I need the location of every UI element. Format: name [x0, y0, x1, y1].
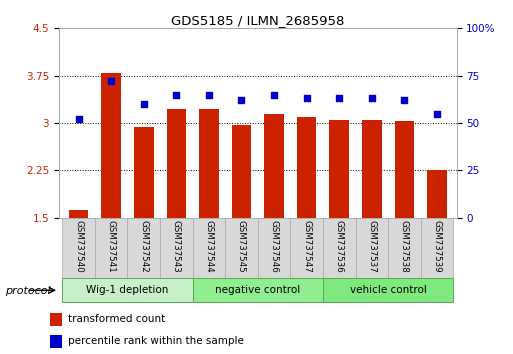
Bar	[225, 218, 258, 278]
Bar	[427, 170, 447, 218]
Bar	[50, 313, 62, 326]
Bar	[329, 120, 349, 218]
Bar	[62, 278, 192, 302]
Point	[172, 92, 181, 97]
Bar	[192, 278, 323, 302]
Title: GDS5185 / ILMN_2685958: GDS5185 / ILMN_2685958	[171, 14, 344, 27]
Point	[303, 96, 311, 101]
Text: GSM737546: GSM737546	[269, 220, 279, 273]
Bar	[356, 218, 388, 278]
Point	[140, 101, 148, 107]
Text: GSM737544: GSM737544	[204, 220, 213, 273]
Point	[368, 96, 376, 101]
Bar	[297, 117, 317, 218]
Bar	[50, 335, 62, 348]
Text: GSM737536: GSM737536	[335, 220, 344, 273]
Bar	[199, 109, 219, 218]
Text: GSM737541: GSM737541	[107, 220, 115, 273]
Bar	[134, 127, 153, 218]
Point	[205, 92, 213, 97]
Text: Wig-1 depletion: Wig-1 depletion	[86, 285, 169, 295]
Point	[433, 111, 441, 116]
Bar	[323, 218, 356, 278]
Point	[238, 97, 246, 103]
Bar	[102, 73, 121, 218]
Text: protocol: protocol	[5, 286, 51, 296]
Text: transformed count: transformed count	[68, 314, 165, 324]
Point	[74, 116, 83, 122]
Text: vehicle control: vehicle control	[350, 285, 427, 295]
Bar	[290, 218, 323, 278]
Bar	[421, 218, 453, 278]
Bar	[388, 218, 421, 278]
Text: percentile rank within the sample: percentile rank within the sample	[68, 336, 244, 346]
Point	[107, 79, 115, 84]
Point	[400, 97, 408, 103]
Bar	[232, 125, 251, 218]
Text: GSM737540: GSM737540	[74, 220, 83, 273]
Text: GSM737537: GSM737537	[367, 220, 377, 273]
Bar	[127, 218, 160, 278]
Bar	[323, 278, 453, 302]
Point	[335, 96, 343, 101]
Text: GSM737547: GSM737547	[302, 220, 311, 273]
Bar	[62, 218, 95, 278]
Point	[270, 92, 278, 97]
Bar	[167, 109, 186, 218]
Text: GSM737542: GSM737542	[139, 220, 148, 273]
Bar	[362, 120, 382, 218]
Bar	[95, 218, 127, 278]
Bar	[394, 121, 414, 218]
Bar	[160, 218, 192, 278]
Text: GSM737538: GSM737538	[400, 220, 409, 273]
Text: negative control: negative control	[215, 285, 301, 295]
Bar	[69, 210, 88, 218]
Bar	[258, 218, 290, 278]
Text: GSM737545: GSM737545	[237, 220, 246, 273]
Text: GSM737543: GSM737543	[172, 220, 181, 273]
Text: GSM737539: GSM737539	[432, 220, 442, 273]
Bar	[192, 218, 225, 278]
Bar	[264, 114, 284, 218]
